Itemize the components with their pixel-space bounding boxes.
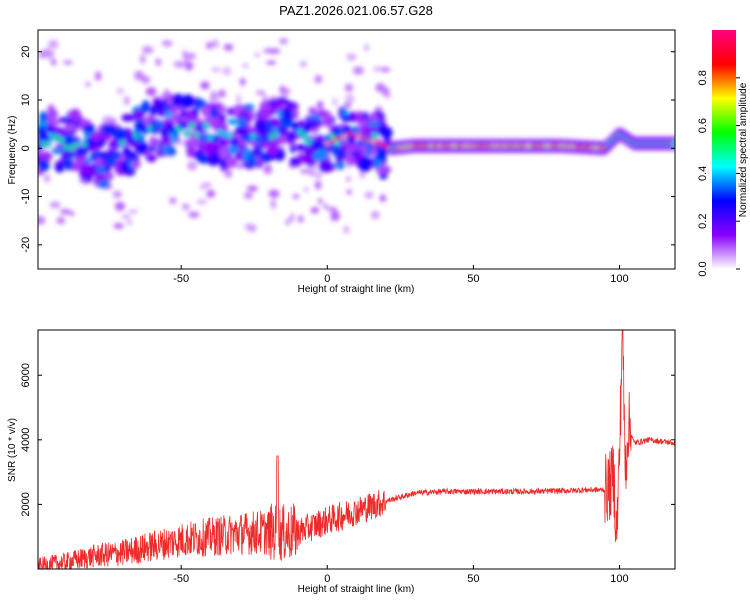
- snr-y-ticks: 2000 4000 6000: [20, 363, 675, 517]
- snr-x-tick-label: 100: [610, 573, 628, 585]
- snr-x-label: Height of straight line (km): [298, 584, 415, 595]
- chart-title: PAZ1.2026.021.06.57.G28: [279, 3, 433, 18]
- colorbar: 0.0 0.2 0.4 0.6 0.8 Normalized spectral ampl…: [697, 30, 749, 277]
- snr-y-tick-label: 2000: [20, 492, 32, 516]
- colorbar-ticks: 0.0 0.2 0.4 0.6 0.8: [697, 70, 740, 277]
- spectrogram-x-tick-label: 0: [324, 273, 330, 285]
- snr-panel: -50 0 50 100 2000 4000 6000 Height of straigh…: [7, 329, 676, 595]
- snr-y-tick-label: 4000: [20, 428, 32, 452]
- snr-x-ticks: -50 0 50 100: [173, 565, 629, 585]
- spectrogram-y-tick-label: -10: [20, 189, 32, 205]
- snr-frame: [37, 329, 676, 570]
- spectrogram-frame: [37, 29, 676, 270]
- snr-x-tick-label: -50: [173, 573, 189, 585]
- colorbar-tick-label: 0.4: [697, 166, 709, 181]
- spectrogram-y-tick-label: 10: [20, 94, 32, 106]
- colorbar-label: Normalized spectral amplitude: [738, 82, 749, 217]
- spectrogram-heatmap: [38, 30, 675, 269]
- spectrogram-x-label: Height of straight line (km): [298, 284, 415, 295]
- spectrogram-y-tick-label: 20: [20, 46, 32, 58]
- colorbar-tick-label: 0.6: [697, 118, 709, 133]
- spectrogram-x-tick-label: -50: [173, 273, 189, 285]
- spectrogram-y-label: Frequency (Hz): [7, 116, 18, 185]
- colorbar-tick-label: 0.0: [697, 261, 709, 276]
- snr-y-tick-label: 6000: [20, 363, 32, 387]
- spectrogram-y-tick-label: 0: [20, 145, 32, 151]
- colorbar-tick-label: 0.8: [697, 70, 709, 85]
- snr-x-tick-label: 0: [324, 573, 330, 585]
- spectrogram-x-ticks: -50 0 50 100: [173, 265, 629, 285]
- spectrogram-y-ticks: -20 -10 0 10 20: [20, 46, 675, 253]
- snr-x-tick-label: 50: [467, 573, 479, 585]
- spectrogram-x-tick-label: 100: [610, 273, 628, 285]
- snr-y-label: SNR (10 * v/v): [7, 418, 18, 482]
- colorbar-gradient: [712, 30, 736, 269]
- spectrogram-panel: -50 0 50 100 -20 -10 0 10 20 Height of straight…: [7, 29, 676, 295]
- spectrogram-y-tick-label: -20: [20, 237, 32, 253]
- snr-series-line: [38, 330, 675, 569]
- spectrogram-x-tick-label: 50: [467, 273, 479, 285]
- colorbar-tick-label: 0.2: [697, 214, 709, 229]
